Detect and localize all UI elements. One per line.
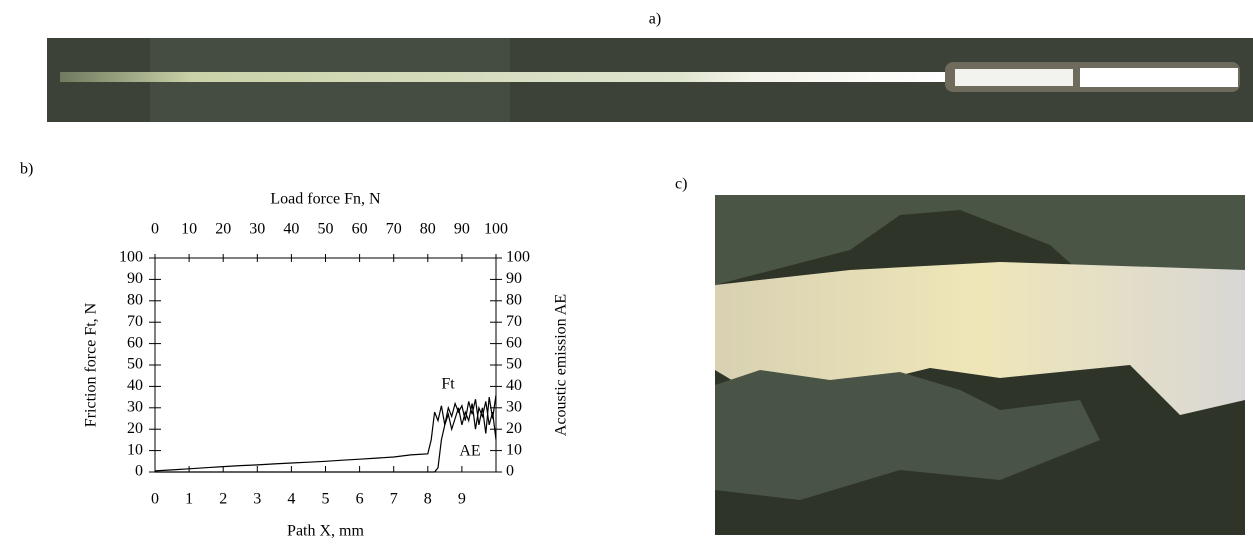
y2-tick-label: 80 xyxy=(506,291,522,308)
panel-label: b) xyxy=(20,161,33,178)
x-tick-label: 0 xyxy=(151,491,159,508)
x-axis-label: Path X, mm xyxy=(287,523,364,540)
series-line xyxy=(154,394,497,472)
y2-tick-label: 40 xyxy=(506,377,522,394)
x-tick-label: 5 xyxy=(322,491,330,508)
y2-tick-label: 20 xyxy=(506,420,522,437)
panel-label: a) xyxy=(649,11,661,28)
photo-c xyxy=(715,195,1245,535)
y-tick-label: 0 xyxy=(135,463,143,480)
y2-tick-label: 10 xyxy=(506,441,522,458)
y-tick-label: 20 xyxy=(127,420,143,437)
x-tick-label: 2 xyxy=(219,491,227,508)
x2-tick-label: 30 xyxy=(249,221,265,238)
x2-axis-label: Load force Fn, N xyxy=(270,191,381,208)
y2-axis-label: Acoustic emission AE xyxy=(553,294,570,436)
x-tick-label: 6 xyxy=(356,491,364,508)
x-tick-label: 3 xyxy=(253,491,261,508)
x2-tick-label: 50 xyxy=(318,221,334,238)
y2-tick-label: 100 xyxy=(506,249,530,266)
y2-tick-label: 30 xyxy=(506,398,522,415)
panel-label: c) xyxy=(675,176,687,193)
x2-tick-label: 0 xyxy=(151,221,159,238)
x-tick-label: 1 xyxy=(185,491,193,508)
y2-tick-label: 70 xyxy=(506,313,522,330)
x2-tick-label: 60 xyxy=(352,221,368,238)
y-tick-label: 100 xyxy=(119,249,143,266)
y2-tick-label: 0 xyxy=(506,463,514,480)
y-tick-label: 40 xyxy=(127,377,143,394)
y-tick-label: 50 xyxy=(127,356,143,373)
x2-tick-label: 40 xyxy=(283,221,299,238)
x-tick-label: 8 xyxy=(424,491,432,508)
y2-tick-label: 60 xyxy=(506,334,522,351)
photo-a xyxy=(47,38,1253,122)
x2-tick-label: 70 xyxy=(386,221,402,238)
y-tick-label: 80 xyxy=(127,291,143,308)
x2-tick-label: 100 xyxy=(484,221,508,238)
plot-frame xyxy=(154,257,497,473)
y2-tick-label: 50 xyxy=(506,356,522,373)
x-tick-label: 7 xyxy=(390,491,398,508)
x2-tick-label: 10 xyxy=(181,221,197,238)
y-tick-label: 60 xyxy=(127,334,143,351)
y-tick-label: 90 xyxy=(127,270,143,287)
y-axis-label: Friction force Ft, N xyxy=(83,302,100,427)
y-tick-label: 70 xyxy=(127,313,143,330)
x2-tick-label: 90 xyxy=(454,221,470,238)
series-line xyxy=(155,401,497,473)
chart: 0 1 2 3 4 5 6 7 8 90 10 20 30 40 50 60 70 80 90 10001020304… xyxy=(83,191,570,540)
x2-tick-label: 80 xyxy=(420,221,436,238)
y-tick-label: 10 xyxy=(127,441,143,458)
x-tick-label: 9 xyxy=(458,491,466,508)
series-label: Ft xyxy=(441,376,455,393)
y2-tick-label: 90 xyxy=(506,270,522,287)
y-tick-label: 30 xyxy=(127,398,143,415)
x-tick-label: 4 xyxy=(287,491,295,508)
series-label: AE xyxy=(459,443,480,460)
x2-tick-label: 20 xyxy=(215,221,231,238)
